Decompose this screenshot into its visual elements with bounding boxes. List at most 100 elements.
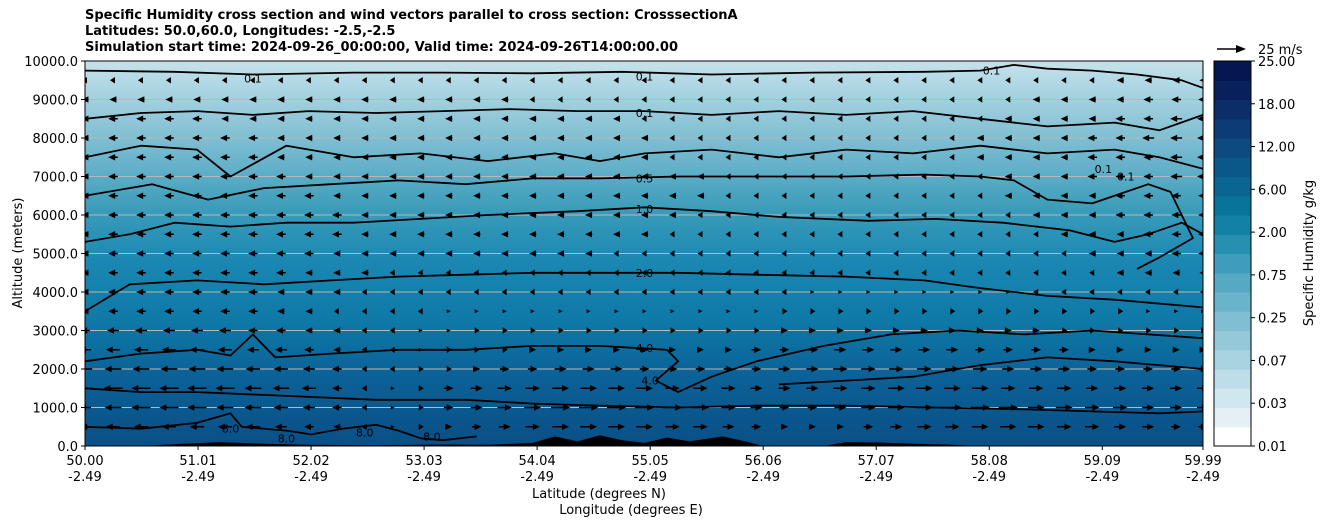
wind-vector (221, 77, 227, 84)
wind-vector (1170, 115, 1183, 122)
wind-vector (949, 115, 955, 122)
y-tick-label: 2000.0 (33, 363, 79, 378)
wind-vector (248, 211, 258, 219)
wind-vector (949, 192, 955, 199)
wind-vector (277, 77, 283, 84)
wind-vector (248, 192, 258, 199)
wind-vector (333, 308, 339, 315)
wind-vector (1058, 365, 1071, 373)
wind-vector (949, 211, 955, 219)
wind-vector (187, 385, 207, 392)
wind-vector (361, 365, 367, 373)
y-axis-label: Altitude (meters) (11, 198, 26, 309)
wind-vector (136, 154, 146, 161)
wind-vector (108, 288, 118, 296)
wind-vector (361, 173, 369, 180)
wind-vector (866, 308, 872, 315)
contour-label: 0.1 (636, 107, 654, 120)
wind-vector (669, 115, 675, 122)
wind-vector (557, 288, 563, 296)
wind-vector (445, 96, 453, 103)
wind-vector (248, 231, 258, 238)
wind-vector (164, 269, 174, 276)
wind-vector (1032, 327, 1040, 334)
wind-vector (1115, 134, 1125, 142)
wind-vector (1090, 327, 1096, 334)
wind-vector (692, 404, 709, 411)
wind-vector (304, 250, 314, 257)
contour-label: 0.1 (1095, 163, 1113, 176)
wind-vector (417, 269, 423, 276)
wind-vector (1115, 115, 1125, 122)
contour-line-4.0 (85, 387, 1203, 415)
wind-vector (161, 346, 177, 353)
wind-vector (305, 269, 313, 276)
wind-vector (809, 173, 815, 180)
contour-label: 0.5 (636, 172, 654, 185)
wind-vector (1086, 385, 1099, 392)
wind-vector (389, 250, 397, 257)
wind-vector (104, 404, 122, 411)
wind-vector (85, 269, 89, 276)
wind-vector (943, 385, 961, 392)
y-tick-label: 10000.0 (24, 55, 78, 70)
wind-vector (809, 250, 815, 257)
wind-vector (501, 288, 507, 296)
wind-vector (498, 423, 511, 430)
wind-vector (1171, 192, 1181, 199)
wind-vector (85, 327, 90, 334)
wind-vector (837, 269, 843, 276)
wind-vector (192, 115, 202, 122)
wind-vector (753, 250, 759, 257)
wind-vector (246, 346, 259, 353)
x-tick-label-lat: 55.05 (632, 454, 669, 469)
wind-vector (1171, 423, 1181, 430)
wind-vector (474, 327, 480, 334)
wind-vector (108, 211, 118, 219)
wind-vector (1003, 346, 1014, 353)
wind-vector (389, 154, 397, 161)
wind-vector (920, 327, 928, 334)
wind-vector (807, 404, 818, 411)
wind-vector (753, 115, 759, 122)
wind-vector (85, 173, 89, 180)
wind-vector (697, 288, 703, 296)
wind-vector (1115, 173, 1125, 180)
colorbar-segment (1214, 426, 1251, 447)
wind-vector (1060, 211, 1068, 219)
wind-vector (159, 385, 179, 392)
wind-vector (445, 269, 451, 276)
wind-vector (698, 327, 704, 334)
wind-vector (529, 211, 537, 219)
wind-vector (164, 211, 174, 219)
wind-vector (586, 327, 592, 334)
wind-vector (471, 423, 482, 430)
wind-vector (636, 423, 653, 430)
contour-line-2.0 (85, 271, 1203, 313)
wind-vector (865, 231, 871, 238)
wind-vector (921, 173, 927, 180)
wind-vector (557, 250, 565, 257)
wind-vector (85, 192, 89, 199)
wind-vector (612, 231, 621, 238)
wind-vector (1027, 423, 1045, 430)
wind-vector (85, 288, 89, 296)
wind-vector (697, 231, 703, 238)
wind-vector (1088, 115, 1096, 122)
wind-vector (613, 250, 619, 257)
x-tick-label-lon: -2.49 (859, 470, 893, 485)
wind-vector (136, 173, 146, 180)
wind-vector (1005, 231, 1011, 238)
wind-vector (641, 115, 647, 122)
wind-vector (667, 365, 678, 373)
wind-vector (133, 346, 149, 353)
wind-vector (389, 211, 397, 219)
contour-label: 8.0 (222, 423, 240, 436)
wind-vector (693, 423, 708, 430)
wind-vector (1061, 288, 1067, 296)
wind-vector (361, 346, 367, 353)
colorbar-tick-label: 0.25 (1258, 312, 1287, 327)
wind-vector (137, 77, 143, 84)
wind-vector (529, 134, 537, 142)
wind-vector (697, 134, 703, 142)
